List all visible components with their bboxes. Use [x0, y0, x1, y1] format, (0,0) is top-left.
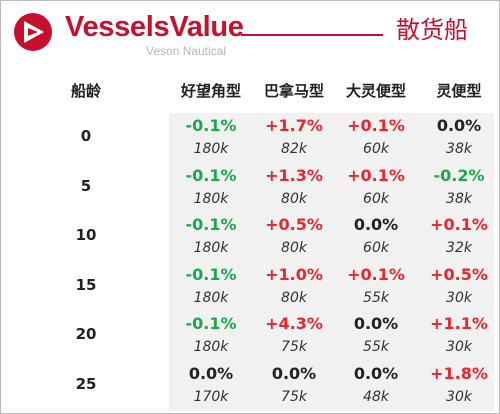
table-row: 0 -0.1% 180k +1.7% 82k +0.1% 60k 0.0% 38k: [1, 113, 500, 161]
value-cell: 180k: [193, 190, 229, 207]
vessel-age-cell: 5: [80, 176, 92, 195]
change-percent-cell: +1.3%: [265, 165, 323, 185]
value-cell: 80k: [281, 190, 307, 207]
change-percent-cell: +1.8%: [430, 364, 488, 383]
value-cell: 55k: [363, 289, 389, 306]
value-cell: 82k: [281, 141, 307, 157]
change-percent-cell: -0.1%: [185, 165, 237, 185]
table-row: 15 -0.1% 180k +1.0% 80k +0.1% 55k +0.5% 30k: [1, 262, 500, 310]
vesselsvalue-logo-icon: [14, 13, 52, 51]
age-column-header: 船龄: [70, 82, 101, 100]
change-percent-cell: -0.2%: [433, 165, 485, 185]
change-percent-cell: 0.0%: [353, 364, 399, 383]
vessel-age-cell: 25: [75, 375, 97, 393]
change-percent-cell: -0.1%: [185, 314, 237, 334]
change-percent-cell: 0.0%: [436, 116, 482, 135]
vessel-age-cell: 20: [75, 325, 97, 344]
column-header-panamax: 巴拿马型: [263, 82, 324, 100]
change-percent-cell: 0.0%: [271, 364, 317, 383]
change-percent-cell: 0.0%: [353, 314, 399, 334]
table-body-background: [169, 113, 494, 411]
change-percent-cell: +1.0%: [265, 264, 323, 284]
value-cell: 60k: [363, 240, 389, 257]
value-cell: 75k: [281, 339, 307, 356]
brand-subtitle: Veson Nautical: [146, 44, 227, 58]
change-percent-cell: +0.1%: [347, 116, 405, 135]
column-header-supramax: 大灵便型: [345, 82, 406, 100]
vessel-age-cell: 0: [80, 127, 92, 145]
value-cell: 55k: [363, 339, 389, 356]
change-percent-cell: -0.1%: [185, 215, 237, 235]
value-cell: 60k: [363, 190, 389, 207]
value-cell: 80k: [281, 240, 307, 257]
value-cell: 180k: [193, 289, 229, 306]
value-cell: 75k: [281, 389, 307, 405]
column-header-capesize: 好望角型: [180, 82, 241, 100]
value-cell: 80k: [281, 289, 307, 306]
change-percent-cell: +0.1%: [430, 215, 488, 235]
value-cell: 30k: [446, 289, 472, 306]
vessel-age-cell: 10: [75, 226, 97, 245]
table-row: 25 0.0% 170k 0.0% 75k 0.0% 48k +1.8% 30k: [1, 361, 500, 409]
change-percent-cell: 0.0%: [353, 215, 399, 235]
value-cell: 170k: [193, 389, 229, 405]
value-cell: 38k: [446, 141, 472, 157]
value-cell: 30k: [446, 389, 472, 405]
change-percent-cell: +0.5%: [430, 264, 488, 284]
brand-name: VesselsValue: [65, 11, 244, 43]
value-cell: 38k: [446, 190, 472, 207]
value-cell: 30k: [446, 339, 472, 356]
change-percent-cell: +0.5%: [265, 215, 323, 235]
change-percent-cell: +0.1%: [347, 165, 405, 185]
value-cell: 180k: [193, 141, 229, 157]
value-cell: 180k: [193, 339, 229, 356]
change-percent-cell: +1.1%: [430, 314, 488, 334]
vessel-age-cell: 15: [75, 275, 97, 294]
value-cell: 60k: [363, 141, 389, 157]
page-title: 散货船: [396, 16, 468, 44]
value-cell: 48k: [363, 389, 389, 405]
header-divider: [241, 34, 383, 36]
change-percent-cell: 0.0%: [188, 364, 234, 383]
value-cell: 180k: [193, 240, 229, 257]
change-percent-cell: -0.1%: [185, 116, 237, 135]
change-percent-cell: -0.1%: [185, 264, 237, 284]
value-cell: 32k: [446, 240, 472, 257]
table-row: 10 -0.1% 180k +0.5% 80k 0.0% 60k +0.1% 32k: [1, 212, 500, 260]
column-header-handysize: 灵便型: [436, 82, 482, 100]
change-percent-cell: +0.1%: [347, 264, 405, 284]
change-percent-cell: +1.7%: [265, 116, 323, 135]
table-row: 20 -0.1% 180k +4.3% 75k 0.0% 55k +1.1% 30k: [1, 311, 500, 359]
change-percent-cell: +4.3%: [265, 314, 323, 334]
table-row: 5 -0.1% 180k +1.3% 80k +0.1% 60k -0.2% 38k: [1, 163, 500, 211]
